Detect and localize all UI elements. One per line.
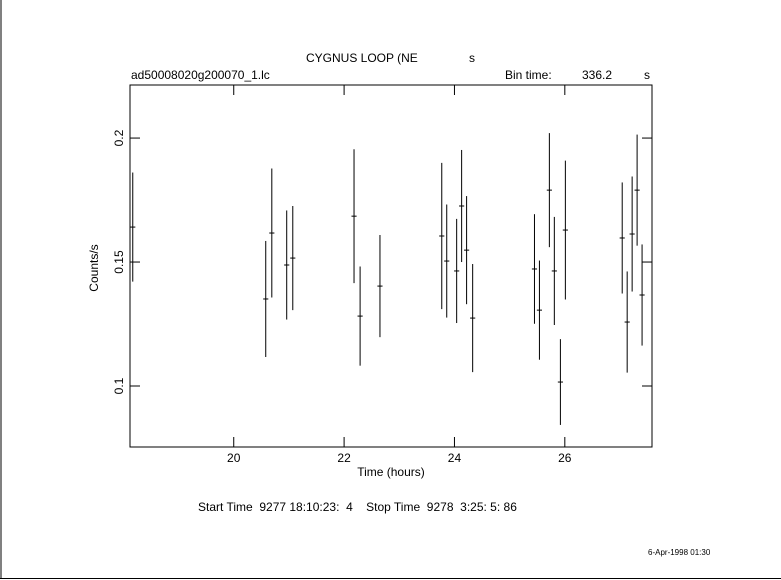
plot-frame [129, 84, 653, 448]
bin-time: 336.2 [582, 68, 612, 82]
footer: Start Time 9277 18:10:23: 4 Stop Time 92… [198, 500, 517, 514]
file-name: ad50008020g200070_1.lc [131, 68, 270, 82]
x-tick-label: 20 [227, 451, 241, 465]
x-tick-label: 26 [558, 451, 572, 465]
y-axis-label: Counts/s [87, 244, 101, 291]
timestamp: 6-Apr-1998 01:30 [648, 548, 711, 557]
x-axis-label: Time (hours) [357, 465, 425, 479]
chart-title: CYGNUS LOOP (NE [306, 51, 418, 65]
bin-time-label: Bin time: [505, 68, 552, 82]
x-tick-label: 22 [337, 451, 351, 465]
y-tick-label: 0.1 [112, 377, 126, 394]
y-tick-label: 0.15 [112, 250, 126, 274]
bin-time-unit: s [644, 68, 650, 82]
title-suffix: s [469, 51, 475, 65]
x-tick-label: 24 [448, 451, 462, 465]
y-tick-label: 0.2 [112, 129, 126, 146]
